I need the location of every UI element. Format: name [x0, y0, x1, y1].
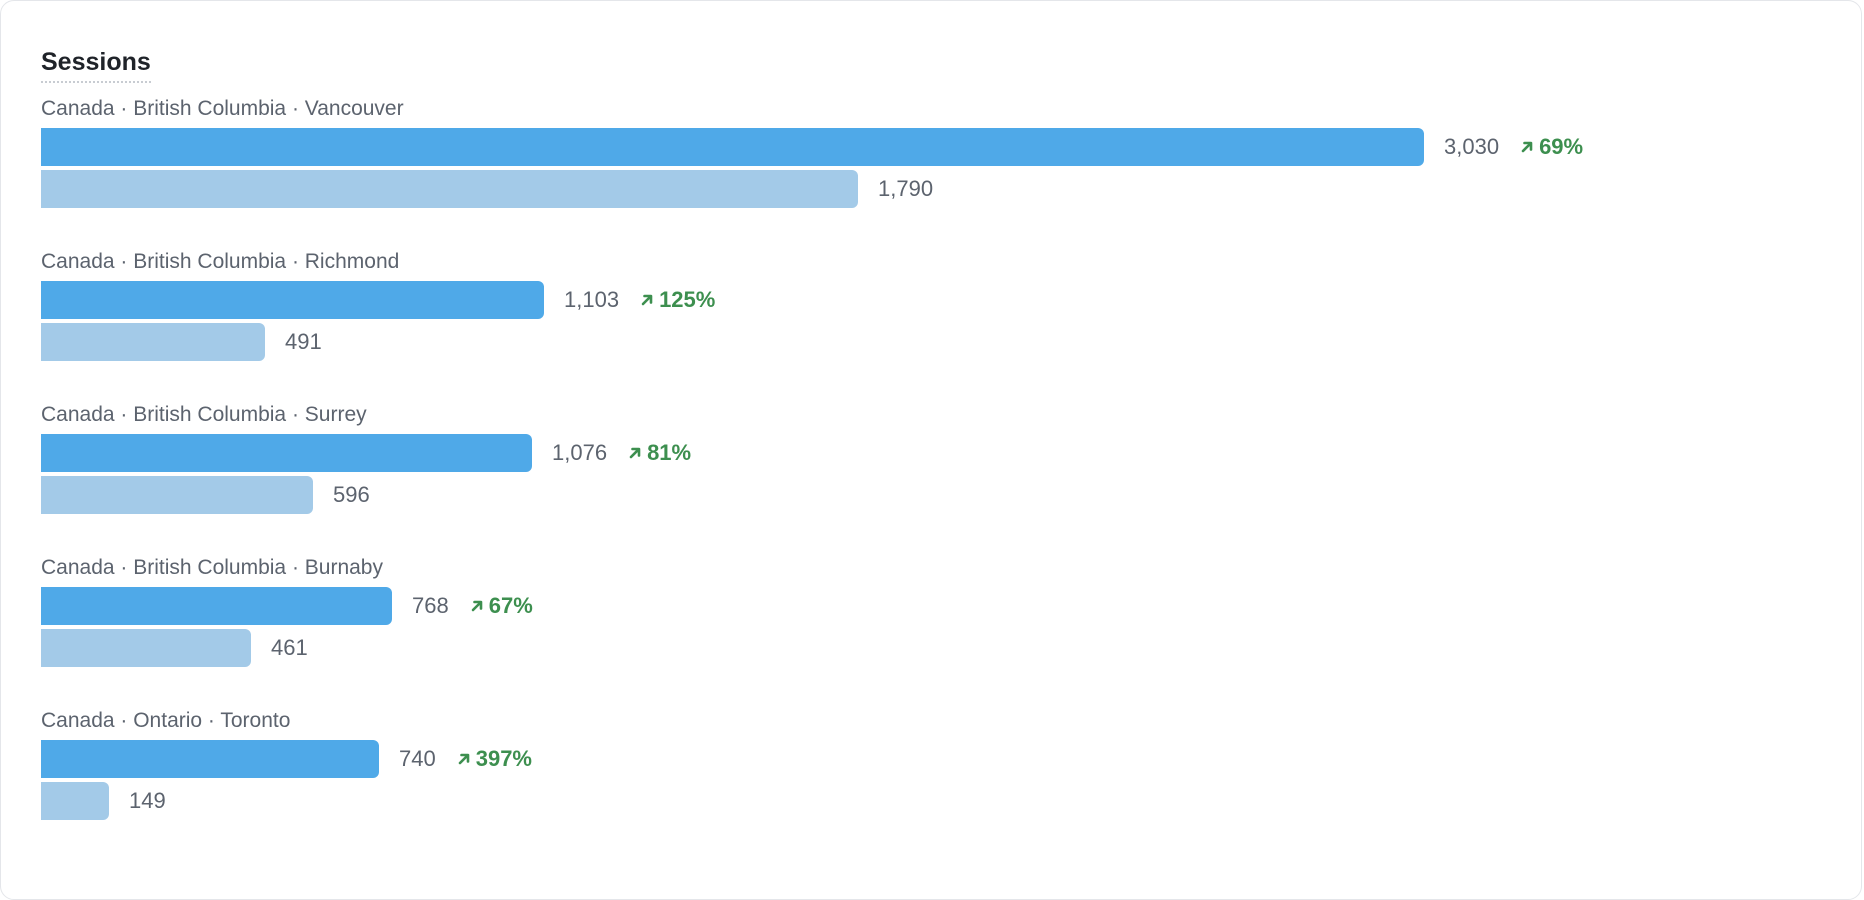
arrow-up-right-icon	[629, 447, 641, 459]
change-indicator: 67%	[469, 587, 533, 625]
chart-row[interactable]: Canada · British Columbia · Vancouver 3,0…	[41, 97, 1821, 227]
previous-value-label: 1,790	[878, 176, 934, 201]
current-period-bar[interactable]	[41, 434, 532, 472]
current-value-label: 740	[399, 746, 436, 771]
chart-row[interactable]: Canada · British Columbia · Richmond 1,10…	[41, 250, 1821, 380]
current-value-label: 768	[412, 593, 449, 618]
change-percent: 397%	[475, 746, 532, 771]
change-indicator: 125%	[639, 281, 715, 319]
row-label: Canada · British Columbia · Richmond	[41, 250, 400, 273]
previous-period-bar[interactable]	[41, 323, 265, 361]
previous-period-bar[interactable]	[41, 170, 858, 208]
change-percent: 125%	[659, 287, 716, 312]
chart-row[interactable]: Canada · Ontario · Toronto 740 397% 149	[41, 709, 1821, 839]
current-period-bar[interactable]	[41, 740, 379, 778]
row-label: Canada · Ontario · Toronto	[41, 709, 291, 732]
arrow-up-right-icon	[1521, 141, 1533, 153]
chart-row[interactable]: Canada · British Columbia · Surrey 1,076 8…	[41, 403, 1821, 533]
previous-period-bar[interactable]	[41, 476, 313, 514]
arrow-up-right-icon	[458, 753, 470, 765]
arrow-up-right-icon	[641, 294, 653, 306]
change-percent: 69%	[1539, 134, 1584, 159]
card-title[interactable]: Sessions	[41, 47, 151, 83]
previous-value-label: 149	[129, 788, 166, 813]
row-label: Canada · British Columbia · Burnaby	[41, 556, 383, 579]
change-percent: 67%	[488, 593, 533, 618]
row-label: Canada · British Columbia · Surrey	[41, 403, 367, 426]
previous-value-label: 596	[333, 482, 370, 507]
change-indicator: 69%	[1519, 128, 1583, 166]
current-period-bar[interactable]	[41, 128, 1424, 166]
change-indicator: 81%	[627, 434, 691, 472]
previous-period-bar[interactable]	[41, 782, 109, 820]
arrow-up-right-icon	[471, 600, 483, 612]
chart-row[interactable]: Canada · British Columbia · Burnaby 768 67…	[41, 556, 1821, 686]
change-percent: 81%	[647, 440, 692, 465]
previous-period-bar[interactable]	[41, 629, 251, 667]
row-label: Canada · British Columbia · Vancouver	[41, 97, 404, 120]
previous-value-label: 491	[285, 329, 322, 354]
current-value-label: 1,076	[552, 440, 608, 465]
current-period-bar[interactable]	[41, 587, 392, 625]
current-period-bar[interactable]	[41, 281, 544, 319]
change-indicator: 397%	[456, 740, 532, 778]
current-value-label: 3,030	[1444, 134, 1500, 159]
current-value-label: 1,103	[564, 287, 620, 312]
previous-value-label: 461	[271, 635, 308, 660]
